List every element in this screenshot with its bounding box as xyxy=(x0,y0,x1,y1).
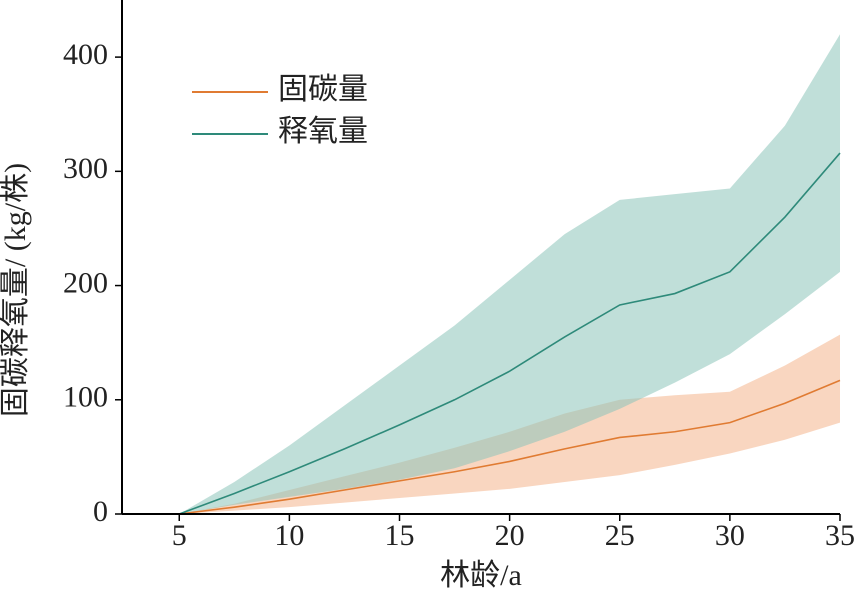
legend-label: 固碳量 xyxy=(278,73,368,106)
y-tick-label: 200 xyxy=(63,266,108,299)
x-tick-label: 10 xyxy=(274,519,304,552)
series-line xyxy=(178,152,841,515)
y-axis-title: 固碳释氧量/ (kg/株) xyxy=(0,163,32,417)
x-tick-label: 20 xyxy=(495,519,525,552)
x-tick-label: 35 xyxy=(825,519,854,552)
x-axis-title: 林龄/a xyxy=(440,559,522,592)
confidence-band xyxy=(179,34,841,515)
x-tick-label: 15 xyxy=(385,519,415,552)
series-line xyxy=(179,379,841,515)
y-tick-label: 400 xyxy=(63,38,108,71)
legend-label: 释氧量 xyxy=(278,115,368,148)
y-tick-label: 0 xyxy=(93,495,108,528)
x-tick-label: 25 xyxy=(605,519,635,552)
confidence-band xyxy=(179,334,841,514)
x-tick-label: 5 xyxy=(172,519,187,552)
y-tick-label: 300 xyxy=(63,152,108,185)
y-tick-label: 100 xyxy=(63,381,108,414)
x-tick-label: 30 xyxy=(715,519,745,552)
